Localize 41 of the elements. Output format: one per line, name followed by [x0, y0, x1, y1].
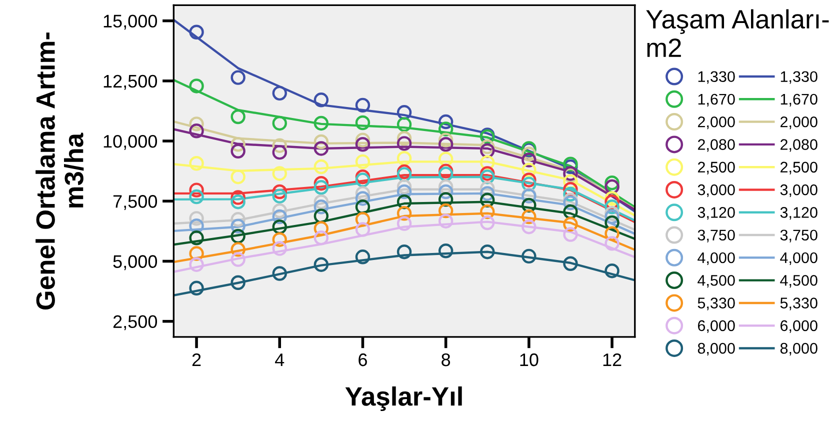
- legend-label: 2,080: [780, 139, 818, 152]
- legend-label: 1,330: [698, 71, 735, 84]
- legend-label: 2,500: [698, 162, 735, 174]
- legend-label: 2,500: [780, 162, 818, 174]
- y-tick-label: 5,000: [113, 255, 158, 270]
- x-tick-label: 10: [520, 353, 538, 366]
- x-tick-label: 2: [192, 353, 201, 366]
- legend-label: 8,000: [780, 342, 818, 356]
- x-tick-label: 4: [275, 354, 284, 366]
- y-tick-label: 10,000: [104, 134, 158, 150]
- y-tick-label: 7,500: [113, 195, 158, 210]
- x-tick-label: 12: [603, 353, 622, 366]
- legend-label: 3,000: [780, 184, 818, 198]
- legend-label: 4,000: [698, 252, 735, 265]
- legend-label: 4,500: [698, 274, 735, 288]
- legend-label: 6,000: [698, 320, 735, 333]
- legend-label: 2,080: [698, 139, 735, 152]
- x-tick-label: 6: [358, 353, 367, 366]
- y-tick-label: 2,500: [113, 315, 158, 330]
- legend-label: 3,120: [780, 207, 818, 220]
- legend-label: 3,000: [698, 184, 735, 198]
- x-tick-label: 8: [442, 353, 450, 366]
- legend-label: 1,670: [698, 94, 735, 106]
- legend-title: Yaşam Alanları- m2: [646, 9, 829, 57]
- legend-label: 1,670: [780, 94, 818, 106]
- legend-label: 4,500: [780, 274, 818, 288]
- legend-label: 3,120: [698, 207, 735, 220]
- y-tick-label: 15,000: [104, 14, 158, 30]
- legend-label: 2,000: [780, 116, 818, 130]
- legend-label: 5,330: [698, 298, 735, 310]
- legend-label: 3,750: [698, 230, 735, 242]
- legend-label: 5,330: [780, 298, 818, 310]
- legend-label: 4,000: [780, 252, 818, 265]
- legend-label: 2,000: [698, 116, 735, 130]
- legend-label: 1,330: [780, 71, 818, 84]
- legend-label: 8,000: [698, 342, 735, 356]
- y-tick-label: 12,500: [104, 74, 158, 90]
- y-axis-title: Genel Ortalama Artım- m3/ha: [36, 32, 84, 310]
- legend-label: 3,750: [780, 230, 818, 242]
- x-axis-title: Yaşlar-Yıl: [345, 386, 462, 412]
- legend-label: 6,000: [780, 320, 818, 333]
